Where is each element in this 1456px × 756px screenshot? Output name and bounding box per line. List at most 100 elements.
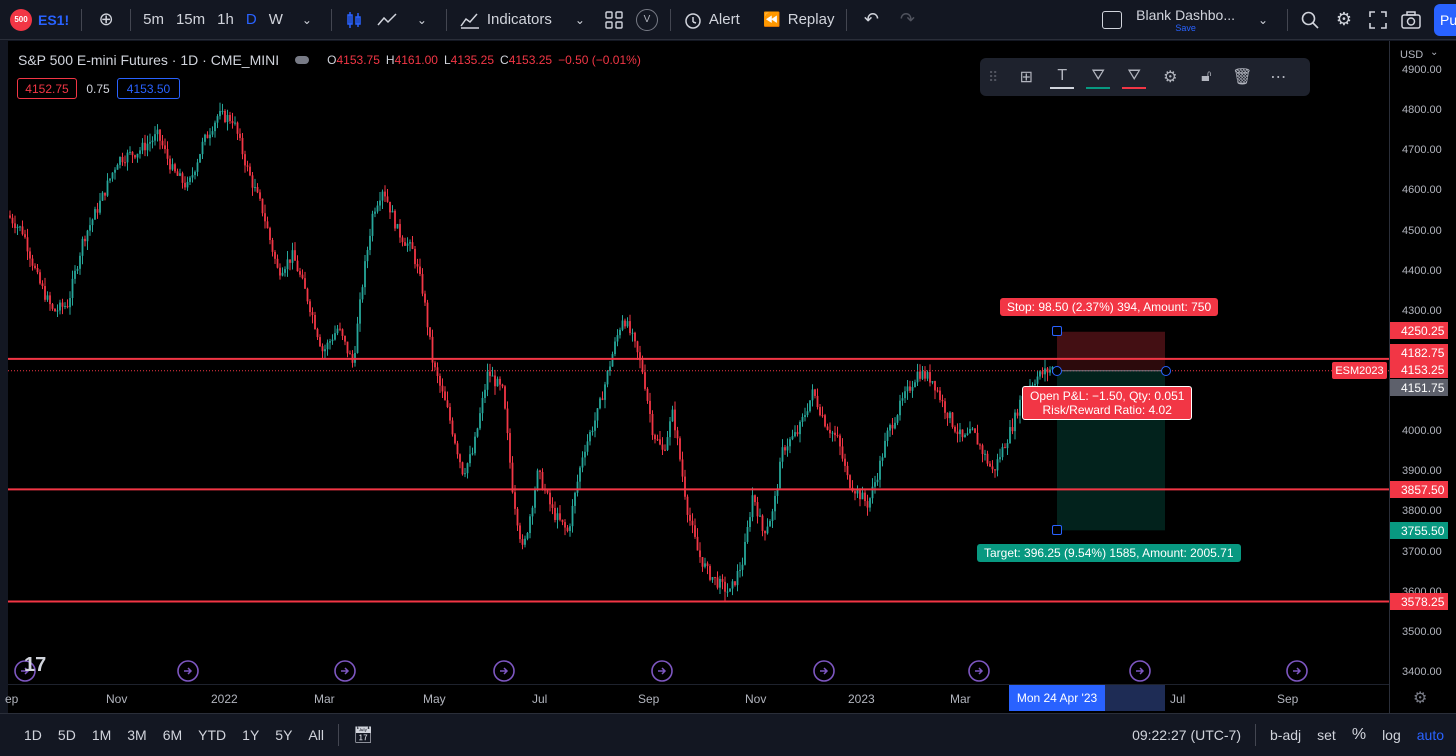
line-style-button[interactable] <box>370 0 404 40</box>
range-3m[interactable]: 3M <box>127 727 147 743</box>
target-handle[interactable] <box>1052 525 1062 535</box>
settings-button[interactable]: ⚙ <box>1326 0 1362 40</box>
more-icon[interactable]: ⋯ <box>1270 69 1287 86</box>
redo-button[interactable]: ↷ <box>889 0 925 40</box>
candles-icon <box>347 11 361 28</box>
legend-title[interactable]: S&P 500 E-mini Futures · 1D · CME_MINI <box>18 52 280 68</box>
candle-body <box>566 527 569 532</box>
candle-body <box>189 177 191 182</box>
stop-handle[interactable] <box>1052 326 1062 336</box>
candle-body <box>966 433 969 435</box>
chart-style-dropdown[interactable]: ⌄ <box>404 0 440 40</box>
buy-button[interactable]: 4153.50 <box>117 78 180 99</box>
event-marker-icon <box>813 660 835 682</box>
sell-button[interactable]: 4152.75 <box>17 78 77 99</box>
layout-dropdown[interactable]: ⌄ <box>1245 0 1281 40</box>
candle-body <box>594 420 596 431</box>
interval-5m[interactable]: 5m <box>143 11 164 28</box>
range-1m[interactable]: 1M <box>91 727 112 743</box>
replay-button[interactable]: ⏪ Replay <box>754 0 841 40</box>
candle-body <box>894 422 896 429</box>
candle-body <box>1039 371 1041 377</box>
date-range-icon[interactable]: 📅︎ <box>352 727 374 744</box>
auto-toggle[interactable]: auto <box>1416 727 1444 743</box>
divider <box>445 8 447 31</box>
layout-button[interactable]: Blank Dashbo... Save <box>1096 0 1241 40</box>
candle-body <box>474 436 476 454</box>
legend-eye-icon[interactable] <box>295 56 310 64</box>
time-tick-label: Jul <box>1170 692 1186 706</box>
candle-body <box>744 541 746 565</box>
candle-body <box>834 432 836 436</box>
text-tool-icon[interactable]: T <box>1050 65 1075 89</box>
publish-button[interactable]: Pu <box>1434 4 1456 36</box>
width-handle[interactable] <box>1161 366 1171 376</box>
candles-style-button[interactable] <box>338 0 370 40</box>
range-1y[interactable]: 1Y <box>242 727 260 743</box>
axis-settings-icon[interactable]: ⚙ <box>1413 690 1428 707</box>
template-icon[interactable]: ⊞ <box>1019 69 1033 86</box>
candle-body <box>76 268 79 271</box>
volume-button[interactable]: V <box>630 0 664 40</box>
target-label[interactable]: Target: 396.25 (9.54%) 1585, Amount: 200… <box>977 544 1241 562</box>
candle-body <box>794 432 796 437</box>
pnl-box[interactable]: Open P&L: −1.50, Qty: 0.051 Risk/Reward … <box>1022 386 1193 420</box>
percent-toggle[interactable]: % <box>1351 726 1367 743</box>
candle-body <box>476 428 479 437</box>
quick-search-button[interactable] <box>1294 0 1326 40</box>
stop-label[interactable]: Stop: 98.50 (2.37%) 394, Amount: 750 <box>1000 298 1219 316</box>
templates-button[interactable] <box>598 0 630 40</box>
trash-icon[interactable]: 🗑︎ <box>1232 69 1253 86</box>
range-6m[interactable]: 6M <box>162 727 183 743</box>
candle-body <box>376 205 379 212</box>
range-all[interactable]: All <box>308 727 324 743</box>
event-arrow-icon <box>500 667 509 675</box>
chevron-down-icon: ⌄ <box>416 12 427 27</box>
candle-body <box>79 255 81 269</box>
fullscreen-button[interactable] <box>1362 0 1394 40</box>
chart-pane[interactable]: 17 <box>8 41 1389 713</box>
alert-label: Alert <box>708 11 740 28</box>
interval-15m[interactable]: 15m <box>175 11 206 28</box>
interval-1h[interactable]: 1h <box>217 11 234 28</box>
range-ytd[interactable]: YTD <box>198 727 227 743</box>
gear-icon[interactable]: ⚙ <box>1163 69 1178 86</box>
candle-body <box>364 261 366 288</box>
candle-body <box>69 297 71 308</box>
range-5y[interactable]: 5Y <box>275 727 293 743</box>
stop-color-icon[interactable]: ⛛ <box>1122 65 1147 89</box>
range-1d[interactable]: 1D <box>24 727 42 743</box>
candle-body <box>96 209 99 213</box>
candle-body <box>494 375 496 387</box>
price-tag: 4250.25 <box>1390 322 1448 339</box>
candle-body <box>831 432 834 434</box>
badj-toggle[interactable]: b-adj <box>1270 727 1302 743</box>
drag-handle-icon[interactable]: ⠿ <box>988 68 999 85</box>
compare-button[interactable]: ⊕ <box>88 0 124 40</box>
interval-w[interactable]: W <box>268 11 283 28</box>
close-label: C <box>500 53 509 67</box>
interval-dropdown[interactable]: ⌄ <box>289 0 325 40</box>
symbol-search[interactable]: 500 ES1! <box>0 0 75 40</box>
log-toggle[interactable]: log <box>1382 727 1401 743</box>
indicators-dropdown[interactable]: ⌄ <box>562 0 598 40</box>
candle-body <box>399 224 401 238</box>
clock[interactable]: 09:22:27 (UTC-7) <box>1132 727 1241 743</box>
undo-button[interactable]: ↶ <box>853 0 889 40</box>
unlock-icon[interactable]: 🔓︎ <box>1201 68 1212 85</box>
set-toggle[interactable]: set <box>1317 727 1336 743</box>
range-5d[interactable]: 5D <box>57 727 76 743</box>
snapshot-button[interactable] <box>1394 0 1428 40</box>
entry-handle[interactable] <box>1052 366 1062 376</box>
candle-body <box>724 581 726 592</box>
candle-body <box>469 454 471 464</box>
event-marker-icon <box>14 660 36 682</box>
fill-color-icon[interactable]: ⛛ <box>1086 65 1111 89</box>
candle-body <box>16 226 19 229</box>
candle-body <box>311 312 314 316</box>
interval-d[interactable]: D <box>245 11 257 28</box>
candlestick-chart[interactable]: 17 <box>8 41 1389 713</box>
currency-label[interactable]: USD <box>1400 49 1424 61</box>
alert-button[interactable]: Alert <box>677 0 746 40</box>
indicators-button[interactable]: Indicators <box>453 0 558 40</box>
